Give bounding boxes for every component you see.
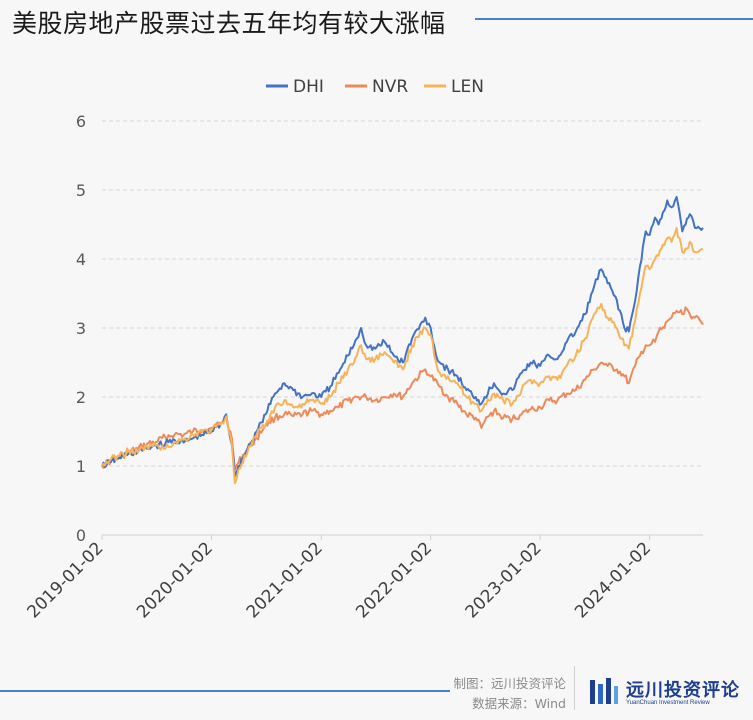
series-line-nvr	[101, 306, 704, 471]
series-line-len	[101, 226, 704, 485]
legend-label-len: LEN	[451, 77, 484, 97]
x-tick-label: 2020-01-02	[133, 538, 217, 622]
title-rule	[475, 18, 753, 20]
brand-subtitle: YuanChuan Investment Review	[626, 700, 710, 706]
x-tick-label: 2024-01-02	[571, 538, 655, 622]
series-lines	[101, 195, 704, 485]
x-tick-label: 2023-01-02	[462, 538, 546, 622]
bottom-rule	[0, 690, 450, 692]
credits: 制图：远川投资评论 数据来源：Wind	[448, 674, 566, 714]
title-block: 美股房地产股票过去五年均有较大涨幅	[12, 4, 446, 40]
y-tick-label: 2	[76, 388, 86, 407]
footer-divider	[574, 666, 575, 710]
legend: DHI NVR LEN	[266, 77, 484, 97]
credit-author: 制图：远川投资评论	[453, 676, 566, 691]
chart-title: 美股房地产股票过去五年均有较大涨幅	[12, 9, 446, 38]
y-tick-label: 6	[76, 112, 86, 131]
credit-source: 数据来源：Wind	[472, 696, 566, 711]
legend-label-dhi: DHI	[293, 77, 324, 97]
x-tick-label: 2019-01-02	[24, 538, 108, 622]
brand-name: 远川投资评论	[626, 680, 740, 701]
x-axis-ticks: 2019-01-02 2020-01-02 2021-01-02 2022-01-02…	[24, 535, 655, 622]
gridlines	[102, 120, 703, 467]
series-line-dhi	[101, 195, 704, 478]
y-tick-label: 1	[76, 457, 86, 476]
x-tick-label: 2022-01-02	[352, 538, 436, 622]
y-axis-ticks: 0 1 2 3 4 5 6	[76, 112, 86, 545]
legend-label-nvr: NVR	[372, 77, 408, 97]
x-tick-label: 2021-01-02	[243, 538, 327, 622]
y-tick-label: 3	[76, 319, 86, 338]
y-tick-label: 4	[76, 250, 86, 269]
y-tick-label: 5	[76, 181, 86, 200]
brand-logo-icon	[590, 678, 618, 704]
y-tick-label: 0	[76, 526, 86, 545]
brand: 远川投资评论 YuanChuan Investment Review	[588, 676, 748, 712]
